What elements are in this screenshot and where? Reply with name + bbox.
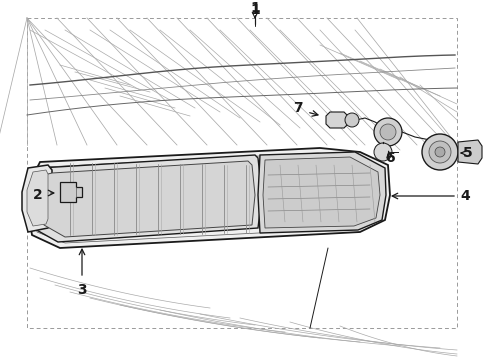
Text: 2: 2 [33,188,43,202]
Polygon shape [258,152,386,233]
Circle shape [429,141,451,163]
Polygon shape [28,148,390,248]
Polygon shape [458,140,482,164]
Polygon shape [30,155,262,242]
Bar [27,18,457,328]
Circle shape [345,113,359,127]
Text: 4: 4 [460,189,470,203]
Circle shape [374,118,402,146]
Text: 5: 5 [463,146,473,160]
Polygon shape [263,157,380,228]
Text: 6: 6 [385,151,395,165]
Polygon shape [42,161,255,237]
Circle shape [374,143,392,161]
Text: 1: 1 [250,3,260,17]
Circle shape [422,134,458,170]
Polygon shape [60,182,82,202]
Polygon shape [27,170,48,226]
Text: 3: 3 [77,283,87,297]
Text: 7: 7 [293,101,303,115]
Text: 1: 1 [250,1,260,15]
Circle shape [380,124,396,140]
Polygon shape [22,165,52,232]
Polygon shape [326,112,348,128]
Circle shape [435,147,445,157]
